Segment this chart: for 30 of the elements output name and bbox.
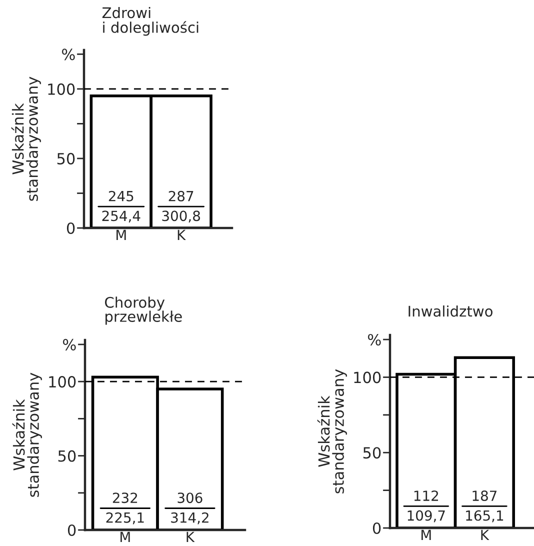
chart-title: Inwalidztwo: [408, 305, 492, 317]
y-tick-label: 100: [48, 83, 75, 95]
y-tick-label: 50: [57, 152, 75, 164]
y-axis-title: Wskaźnik standaryzowany: [317, 369, 347, 494]
y-tick-label: %: [62, 48, 75, 60]
y-tick-label: 0: [372, 522, 381, 534]
annotation: 245 254,4: [102, 190, 140, 223]
y-tick-label: 100: [49, 376, 76, 388]
x-tick-label: K: [186, 532, 195, 542]
y-tick-label: %: [62, 338, 76, 350]
y-axis-title: Wskaźnik standaryzowany: [11, 76, 41, 201]
annotation: 287 300,8: [162, 190, 200, 223]
y-tick-label: 100: [354, 372, 381, 384]
x-tick-label: M: [422, 530, 431, 540]
y-tick-label: 50: [58, 450, 76, 462]
y-tick-label: %: [368, 334, 381, 346]
y-axis-title: Wskaźnik standaryzowany: [12, 372, 42, 497]
x-tick-label: M: [116, 230, 126, 240]
y-tick-label: 0: [68, 524, 76, 536]
chart-title: Choroby przewlekłe: [105, 296, 182, 325]
x-tick-label: M: [120, 532, 130, 542]
y-tick-label: 50: [363, 447, 381, 459]
x-tick-label: K: [178, 230, 186, 240]
x-tick-label: K: [481, 530, 490, 540]
y-tick-label: 0: [66, 222, 75, 234]
annotation: 112 109,7: [408, 490, 445, 522]
annotation: 232 225,1: [106, 492, 144, 524]
annotation: 306 314,2: [171, 492, 208, 524]
annotation: 187 165,1: [466, 490, 504, 522]
chart-title: Zdrowi i dolegliwości: [102, 6, 198, 36]
